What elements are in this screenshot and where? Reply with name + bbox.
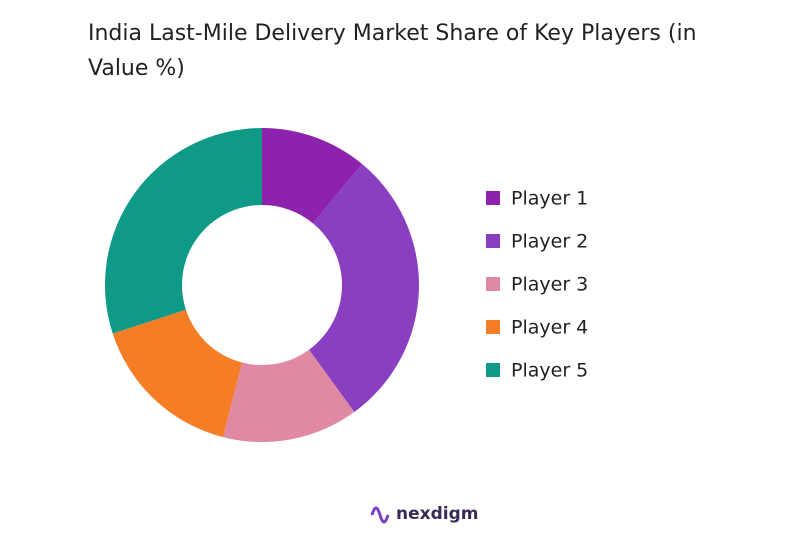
legend-swatch [486, 320, 500, 334]
legend-swatch [486, 363, 500, 377]
legend-label: Player 5 [511, 360, 588, 382]
donut-slice [104, 128, 262, 334]
donut-slice [262, 128, 363, 224]
brand-icon [370, 506, 390, 524]
legend-swatch [486, 191, 500, 205]
legend-swatch [486, 277, 500, 291]
legend-label: Player 4 [511, 317, 588, 339]
donut-slice [222, 349, 355, 442]
chart-title: India Last-Mile Delivery Market Share of… [88, 21, 697, 81]
brand: nexdigm [396, 504, 478, 524]
donut-slice [112, 309, 243, 438]
donut-slice [309, 164, 419, 413]
legend-label: Player 3 [511, 274, 588, 296]
legend-label: Player 2 [511, 231, 588, 253]
legend-swatch [486, 234, 500, 248]
legend-label: Player 1 [511, 188, 588, 210]
